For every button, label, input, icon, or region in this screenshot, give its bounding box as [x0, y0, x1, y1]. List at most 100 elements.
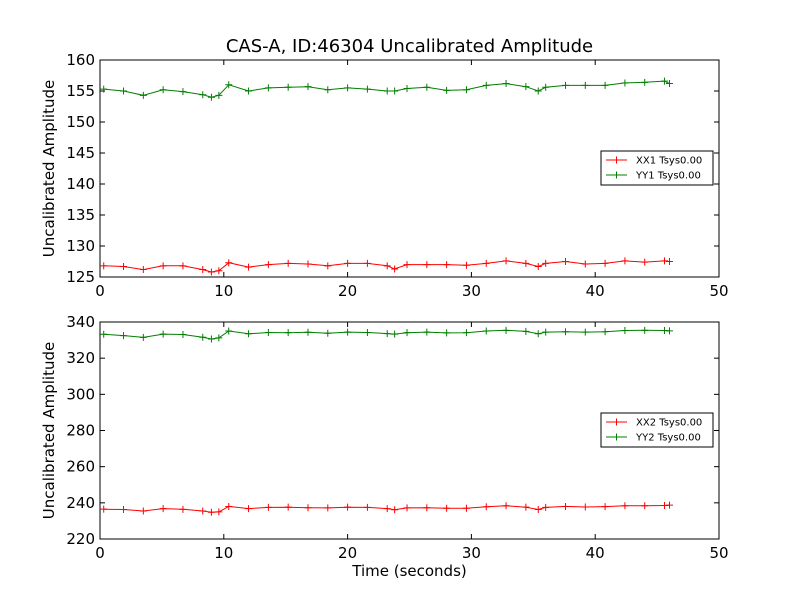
data-point — [641, 502, 649, 510]
series-line — [103, 329, 670, 340]
legend-marker — [613, 171, 620, 179]
y-axis-label: Uncalibrated Amplitude — [40, 80, 58, 257]
data-point — [139, 333, 147, 341]
data-point — [100, 505, 108, 513]
data-point — [621, 326, 629, 334]
data-point — [403, 85, 411, 93]
data-point — [581, 328, 589, 336]
data-point — [482, 259, 490, 267]
data-point — [561, 81, 569, 89]
y-tick-label: 240 — [66, 494, 95, 512]
y-tick-label: 220 — [66, 530, 95, 548]
data-point — [462, 86, 470, 94]
data-point — [225, 259, 233, 267]
data-point — [581, 260, 589, 268]
data-point — [344, 259, 352, 267]
x-tick-label: 20 — [338, 282, 357, 300]
data-point — [641, 78, 649, 86]
y-tick-label: 145 — [66, 144, 95, 162]
subplot-1: 0 10 20 30 40 50 125 130 135 140 145 150 155 160 XX1 T… — [40, 36, 729, 300]
data-point — [482, 81, 490, 89]
data-point — [522, 259, 530, 267]
data-point — [179, 505, 187, 513]
data-point — [199, 266, 207, 274]
data-point — [391, 506, 399, 514]
legend-box — [600, 412, 714, 448]
data-point — [284, 503, 292, 511]
x-tick-label: 0 — [95, 544, 105, 562]
data-point — [522, 83, 530, 91]
data-point — [324, 262, 332, 270]
data-point — [641, 326, 649, 334]
data-point — [304, 260, 312, 268]
y-tick-label: 280 — [66, 422, 95, 440]
data-point — [344, 84, 352, 92]
data-point — [665, 80, 673, 88]
data-point — [100, 262, 108, 270]
data-point — [561, 502, 569, 510]
data-point — [120, 506, 128, 514]
data-point — [621, 79, 629, 87]
data-point — [383, 262, 391, 270]
data-point — [443, 329, 451, 337]
data-point — [304, 83, 312, 91]
data-point — [245, 330, 253, 338]
data-point — [159, 505, 167, 513]
y-tick-label: 320 — [66, 349, 95, 367]
data-point — [403, 329, 411, 337]
y-tick-label: 160 — [66, 51, 95, 69]
data-point — [391, 265, 399, 273]
legend-marker — [613, 418, 620, 426]
data-point — [363, 85, 371, 93]
data-point — [665, 327, 673, 335]
data-point — [207, 93, 215, 101]
data-point — [641, 258, 649, 266]
data-point — [391, 330, 399, 338]
data-point — [403, 261, 411, 269]
data-point — [225, 502, 233, 510]
data-point — [139, 266, 147, 274]
data-point — [534, 330, 542, 338]
data-point — [601, 81, 609, 89]
data-point — [581, 503, 589, 511]
data-point — [264, 328, 272, 336]
data-point — [561, 328, 569, 336]
data-point — [215, 508, 223, 516]
data-point — [120, 262, 128, 270]
data-point — [207, 268, 215, 276]
legend-marker — [613, 156, 620, 164]
data-point — [423, 328, 431, 336]
data-point — [199, 333, 207, 341]
data-point — [391, 87, 399, 95]
data-point — [482, 503, 490, 511]
x-tick-label: 30 — [462, 544, 481, 562]
data-point — [502, 80, 510, 88]
x-tick-label: 10 — [214, 544, 233, 562]
data-point — [304, 328, 312, 336]
data-point — [324, 329, 332, 337]
data-point — [199, 507, 207, 515]
legend: XX1 Tsys0.00 YY1 Tsys0.00 — [600, 150, 714, 186]
data-point — [522, 503, 530, 511]
data-point — [621, 257, 629, 265]
x-tick-label: 50 — [709, 282, 728, 300]
data-point — [159, 262, 167, 270]
legend-label: XX2 Tsys0.00 — [636, 418, 702, 429]
data-point — [159, 330, 167, 338]
legend-label: YY1 Tsys0.00 — [635, 171, 701, 182]
data-point — [542, 328, 550, 336]
data-point — [661, 77, 669, 85]
data-point — [534, 262, 542, 270]
data-point — [502, 326, 510, 334]
data-point — [324, 86, 332, 94]
data-point — [542, 259, 550, 267]
series-line — [103, 504, 670, 513]
data-point — [284, 83, 292, 91]
data-point — [120, 87, 128, 95]
y-axis-label: Uncalibrated Amplitude — [40, 342, 58, 519]
data-point — [423, 504, 431, 512]
data-point — [179, 88, 187, 96]
data-point — [363, 328, 371, 336]
y-tick-label: 155 — [66, 82, 95, 100]
data-point — [100, 330, 108, 338]
